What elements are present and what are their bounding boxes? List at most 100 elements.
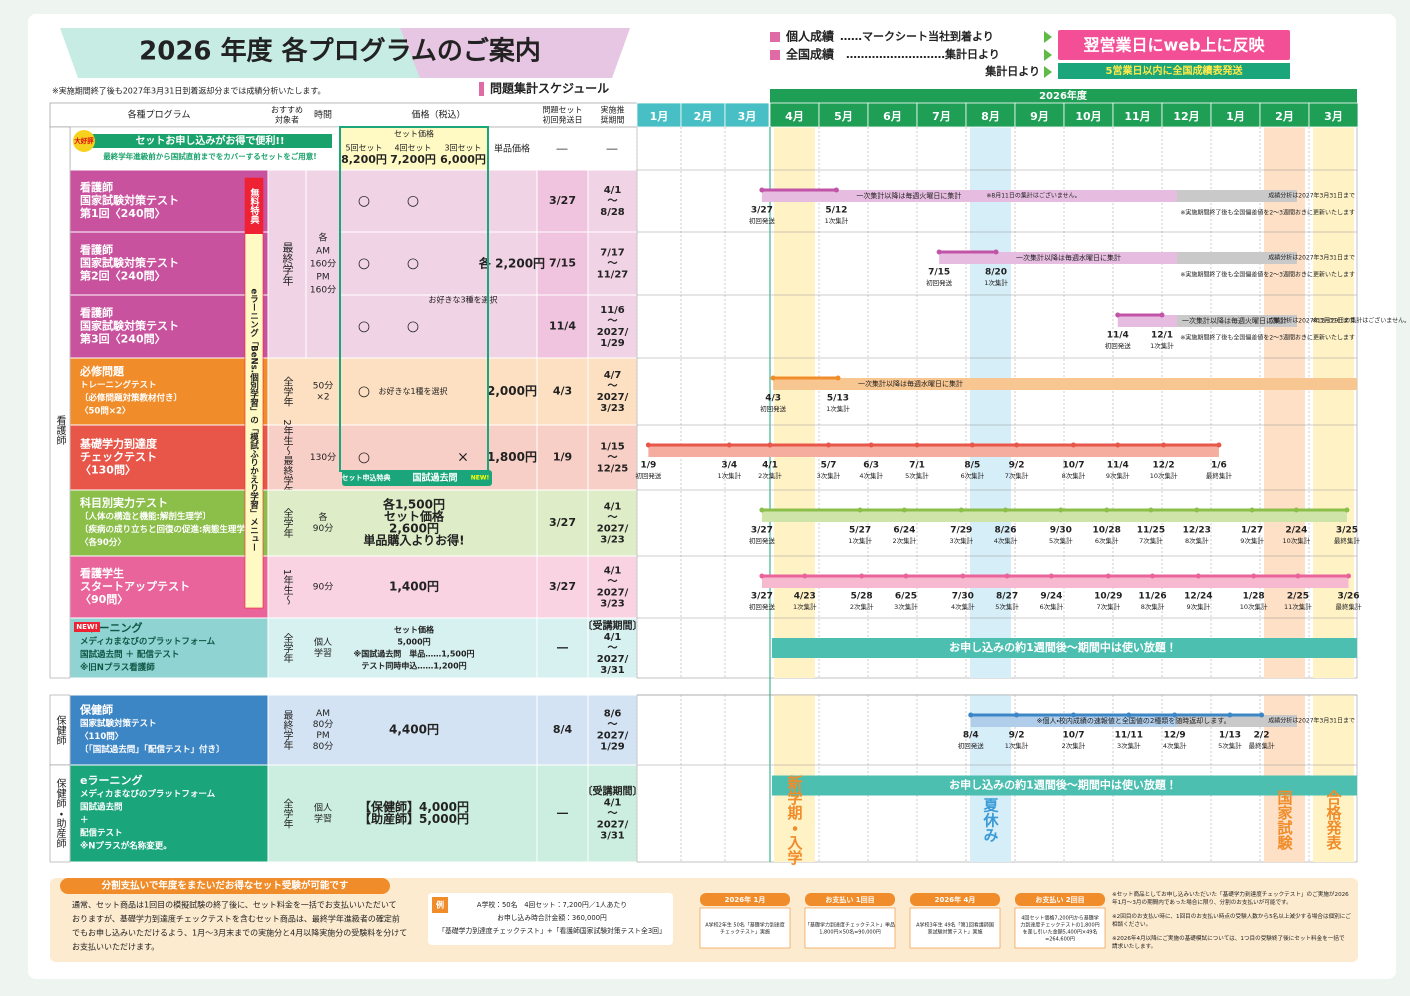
month-cell — [1161, 102, 1212, 128]
legend-arrow — [1044, 49, 1052, 61]
milestone — [759, 187, 765, 193]
month: 1月 — [1226, 110, 1245, 123]
milestone-caption: 1次集計 — [793, 602, 817, 611]
milestone — [1070, 442, 1076, 448]
time: 130分 — [310, 452, 336, 463]
set-name: 4回セット — [394, 144, 431, 153]
milestone-date: 8/20 — [985, 268, 1007, 278]
milestone — [1014, 712, 1020, 718]
set-bonus-item: 国試過去問 — [412, 472, 457, 484]
first-date: 3/27 — [549, 580, 576, 593]
milestone-caption: 最終集計 — [1334, 536, 1361, 545]
milestone-caption: 4次集計 — [951, 602, 975, 611]
schedule-note: ※12月29日の集計はございません。 — [1312, 317, 1410, 325]
price: テスト同時申込……1,200円 — [361, 661, 466, 671]
program-name: チェックテスト — [80, 451, 157, 464]
target: 1年生〜 — [281, 569, 293, 605]
milestone — [903, 573, 909, 579]
program-name: 看護師 — [80, 180, 113, 194]
program-name: eラーニング — [80, 773, 142, 787]
period: 4/1 — [604, 185, 622, 196]
milestone-date: 2/24 — [1285, 526, 1307, 536]
program-name: ※Nプラスが名称変更。 — [80, 841, 172, 852]
period: 〔受講期間〕 — [583, 619, 643, 632]
period: 8/28 — [600, 207, 625, 218]
example-box — [428, 893, 673, 945]
table-header-text: 対象者 — [275, 115, 299, 125]
note: ※実施期間終了後も2027年3月31日到着返却分までは成績分析いたします。 — [52, 86, 326, 96]
schedule-note: 一次集計以降は毎週火曜日に集計 — [856, 191, 961, 200]
price: セット価格 — [384, 509, 445, 524]
program-name: 基礎学力到達度 — [79, 437, 158, 451]
period: 〜 — [608, 643, 618, 654]
milestone-date: 6/25 — [895, 592, 917, 602]
period: 4/1 — [604, 502, 622, 513]
footer-note: ※2026年4月以降にご実施の基礎模試については、1つ目の受験終了後にセット料金… — [1112, 934, 1345, 950]
price-mark: ○ — [407, 319, 419, 335]
milestone-date: 11/4 — [1107, 331, 1129, 341]
period: 11/27 — [597, 270, 629, 281]
time: 学習 — [314, 813, 332, 825]
milestone — [993, 249, 999, 255]
period: 8/6 — [604, 709, 622, 720]
end-note: 成績分析は2027年3月31日まで — [1268, 254, 1355, 262]
price-choice: お好きな3種を選択 — [428, 295, 497, 305]
set-badge-text: 大好評 — [74, 136, 94, 145]
milestone-caption: 4次集計 — [1163, 741, 1187, 750]
first-date: 3/27 — [549, 194, 576, 207]
milestone-caption: 2次集計 — [850, 602, 874, 611]
milestone-date: 9/2 — [1009, 461, 1025, 471]
free-bonus-text: eラーニング「BeNs.個別学習」の「模試ふりかえり学習」メニュー — [249, 289, 260, 552]
footer-title: 分割支払いで年度をまたいだお得なセット受験が可能です — [101, 880, 349, 892]
period: 2027/ — [597, 820, 629, 831]
price: 5,000円 — [397, 638, 430, 647]
set-name: 3回セット — [444, 144, 481, 153]
end-note: 成績分析は2027年3月31日まで — [1268, 717, 1355, 725]
schedule-label-mark — [479, 82, 484, 96]
milestone-date: 10/29 — [1094, 592, 1122, 602]
milestone — [835, 375, 841, 381]
set-price: 6,000円 — [440, 153, 486, 166]
milestone-caption: 1次集計 — [984, 278, 1008, 287]
period: 〔受講期間〕 — [583, 785, 643, 798]
footer-title — [60, 878, 390, 894]
milestone-date: 11/11 — [1115, 731, 1143, 741]
month-cell — [916, 102, 967, 128]
period: 〜 — [608, 381, 618, 392]
end-note2: ※実施期間終了後も全国偏差値を2〜3週間おきに更新いたします — [1180, 209, 1355, 217]
schedule-bar — [773, 378, 1357, 390]
milestone-date: 9/30 — [1050, 526, 1072, 536]
price: 1,400円 — [389, 580, 439, 594]
footer-body: お支払いいただけます。 — [72, 942, 159, 952]
banner-text: お申し込みの約1週間後〜期間中は使い放題！ — [949, 640, 1177, 654]
milestone — [1172, 712, 1178, 718]
milestone-caption: 1次集計 — [1150, 341, 1174, 350]
new-badge-text: NEW! — [76, 623, 98, 631]
milestone-caption: 初回発送 — [926, 278, 953, 287]
milestone-caption: 5次集計 — [905, 471, 929, 480]
end-note: 成績分析は2027年3月31日まで — [1268, 317, 1355, 325]
time: PM — [316, 731, 329, 741]
milestone-date: 5/28 — [851, 592, 873, 602]
month-cell — [1014, 102, 1065, 128]
milestone-date: 8/5 — [964, 461, 980, 471]
set-name: 5回セット — [345, 144, 382, 153]
month: 7月 — [932, 110, 951, 123]
milestone — [1227, 712, 1233, 718]
milestone — [1195, 573, 1201, 579]
time: ×2 — [316, 393, 329, 403]
month: 3月 — [1324, 110, 1343, 123]
milestone — [759, 573, 765, 579]
table-header-text: 実施推 — [601, 105, 625, 115]
milestone-caption: 初回発送 — [749, 602, 776, 611]
program-name: 〔疾病の成り立ちと回復の促進:病態生理学〕 — [80, 524, 253, 535]
period: 3/31 — [600, 665, 625, 676]
milestone-date: 3/27 — [751, 526, 773, 536]
milestone-caption: 1次集計 — [717, 471, 741, 480]
time: 160分 — [310, 259, 336, 270]
milestone-date: 12/2 — [1153, 461, 1175, 471]
milestone — [1105, 573, 1111, 579]
milestone-date: 3/27 — [751, 592, 773, 602]
table-header-text: 奨期間 — [601, 115, 625, 125]
